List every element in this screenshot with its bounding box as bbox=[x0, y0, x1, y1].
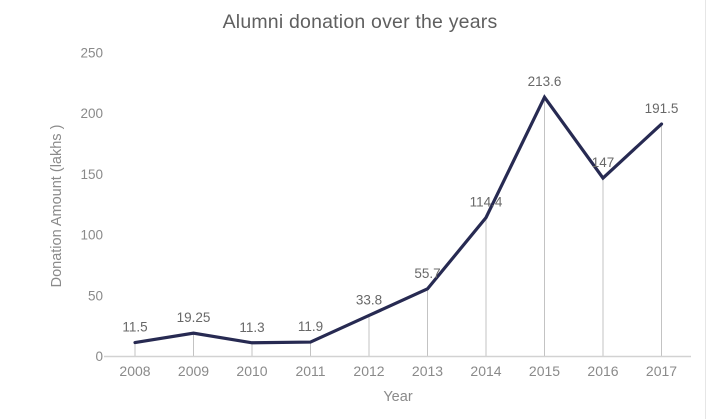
data-point-label: 213.6 bbox=[528, 74, 562, 89]
x-tick-label: 2009 bbox=[178, 363, 209, 379]
data-point-label: 33.8 bbox=[356, 292, 382, 307]
page-edge-divider bbox=[705, 0, 706, 419]
y-tick-label: 50 bbox=[88, 288, 103, 303]
x-tick-label: 2017 bbox=[646, 363, 677, 379]
x-axis-title: Year bbox=[383, 389, 413, 405]
y-tick-label: 200 bbox=[80, 106, 103, 121]
data-point-label: 11.3 bbox=[239, 320, 264, 335]
y-tick-label: 0 bbox=[95, 349, 103, 364]
x-tick-label: 2012 bbox=[353, 363, 384, 379]
chart-title: Alumni donation over the years bbox=[222, 11, 498, 33]
data-point-label: 19.25 bbox=[177, 310, 211, 325]
y-tick-label: 250 bbox=[80, 46, 103, 61]
x-tick-label: 2015 bbox=[529, 363, 560, 379]
y-tick-label: 150 bbox=[80, 167, 103, 182]
x-tick-label: 2013 bbox=[412, 363, 443, 379]
x-tick-label: 2016 bbox=[587, 363, 618, 379]
data-point-label: 191.5 bbox=[645, 101, 679, 116]
data-point-label: 114.4 bbox=[470, 195, 503, 210]
x-tick-label: 2010 bbox=[236, 363, 267, 379]
data-point-label: 11.9 bbox=[298, 319, 323, 334]
y-tick-label: 100 bbox=[80, 228, 103, 243]
data-point-label: 11.5 bbox=[122, 320, 147, 335]
data-point-label: 55.7 bbox=[414, 266, 440, 281]
x-tick-label: 2008 bbox=[119, 363, 150, 379]
x-tick-label: 2011 bbox=[295, 363, 325, 379]
data-point-label: 147 bbox=[592, 155, 615, 170]
x-tick-label: 2014 bbox=[470, 363, 501, 379]
series-line bbox=[133, 94, 664, 345]
